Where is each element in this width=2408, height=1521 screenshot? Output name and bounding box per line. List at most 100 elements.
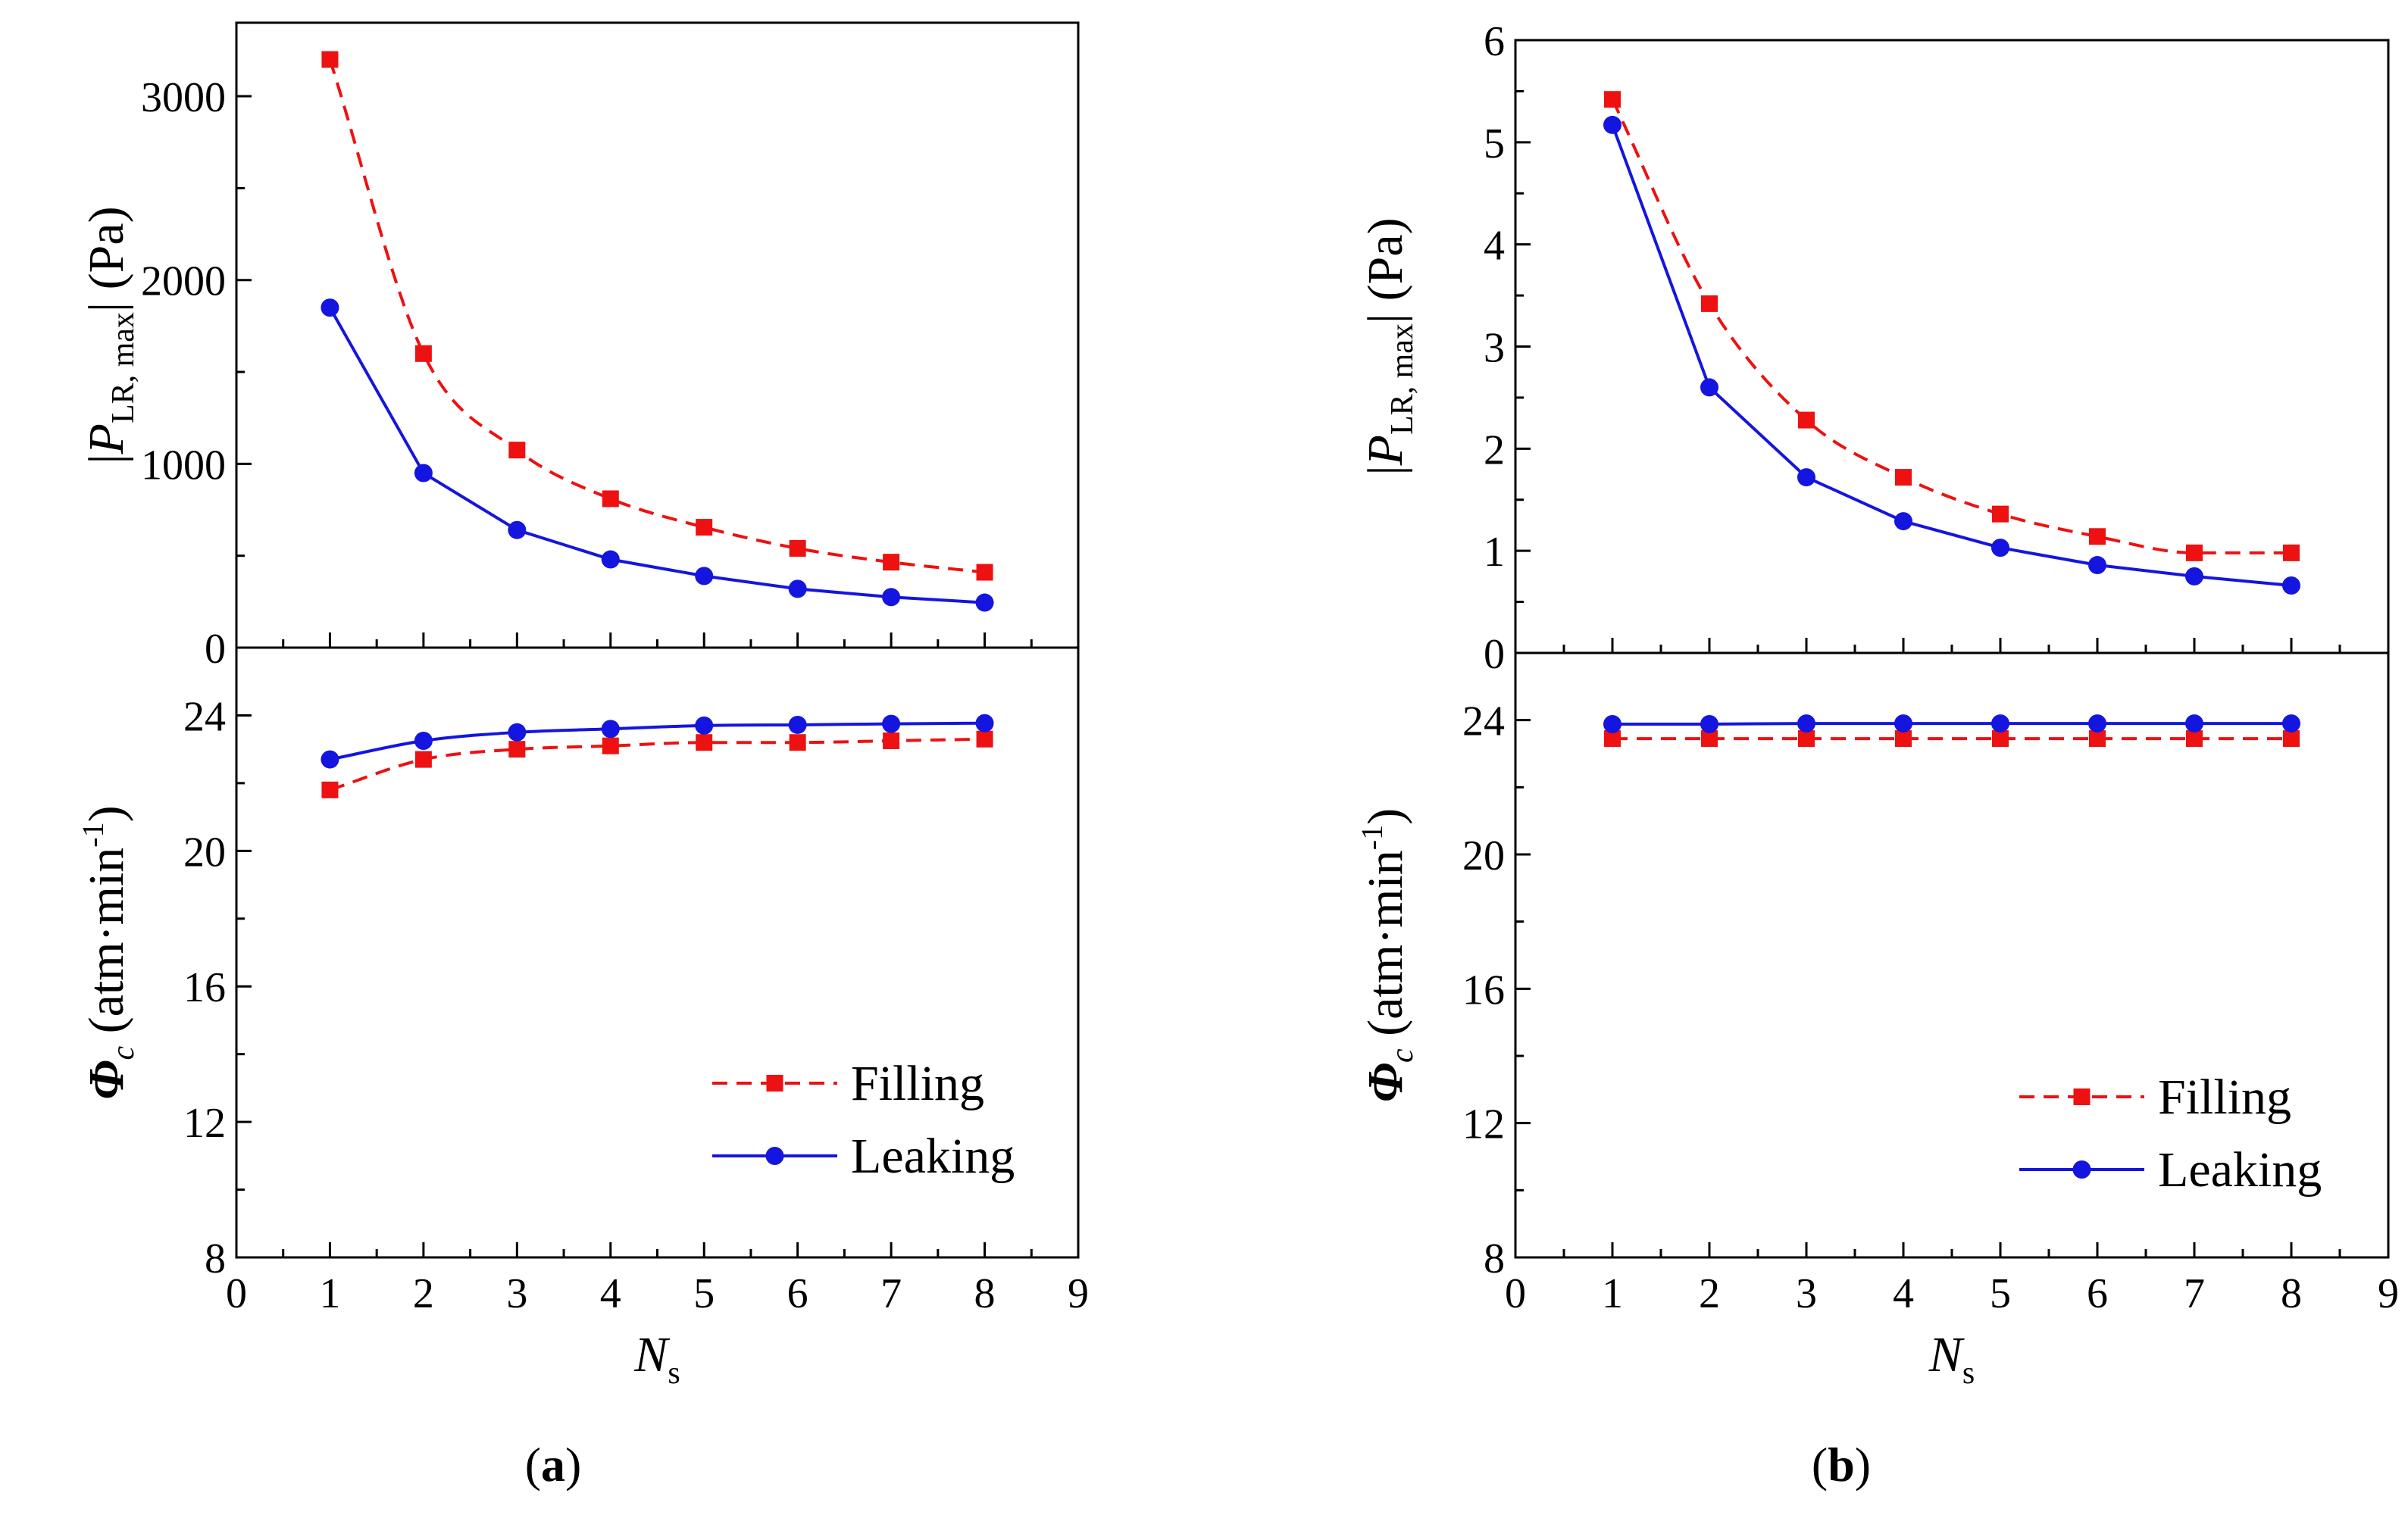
x-axis-title: Ns [633, 1327, 680, 1391]
point-filling [508, 741, 526, 758]
y-title-subscript: LR, max [106, 312, 141, 423]
subplot-top: 0 1000 2000 3000 |PLR, max| (Pa) [79, 21, 1080, 673]
point-filling [696, 519, 713, 536]
y-axis-title: Φc (atm·min-1) [76, 805, 141, 1099]
point-filling [2283, 544, 2300, 561]
panel-caption: (b) [1812, 1438, 1871, 1491]
y-tick-label: 12 [183, 1100, 226, 1147]
point-leaking [1991, 714, 2009, 733]
legend-marker-leaking [765, 1147, 784, 1165]
x-title-subscript: s [668, 1356, 680, 1391]
point-leaking [788, 579, 807, 598]
y-tick-label: 16 [183, 964, 226, 1011]
legend: Filling Leaking [2019, 1070, 2322, 1198]
y-tick-label: 12 [1462, 1101, 1505, 1148]
legend-label-filling: Filling [2158, 1070, 2291, 1125]
y-title-close: ) [79, 805, 134, 822]
y-title-subscript: LR, max [1385, 323, 1420, 435]
point-leaking [1894, 512, 1912, 531]
point-leaking [321, 750, 339, 769]
y-tick-label: 4 [1484, 223, 1505, 270]
x-tick-label: 7 [2184, 1270, 2205, 1317]
y-tick-label: 24 [183, 693, 226, 740]
y-tick-label: 8 [205, 1235, 226, 1282]
y-tick-label: 16 [1462, 967, 1505, 1013]
point-leaking [1797, 468, 1815, 487]
axes-frame [235, 21, 1080, 649]
point-filling [602, 490, 619, 508]
plot-area [321, 51, 994, 612]
x-tick-label: 9 [1068, 1270, 1089, 1317]
y-tick-label: 3 [1484, 325, 1505, 372]
point-leaking [1797, 714, 1815, 733]
point-leaking [414, 464, 433, 483]
caption-letter: b [1828, 1438, 1855, 1491]
point-leaking [882, 714, 901, 733]
x-tick-label: 5 [693, 1270, 715, 1317]
point-filling [1701, 730, 1718, 748]
point-filling [883, 554, 900, 571]
caption-paren: ( [525, 1438, 541, 1491]
y-title-units: | (Pa) [1358, 217, 1413, 323]
subplot-top: 0 1 2 3 4 5 6 |PLR, max| (Pa) [1358, 18, 2390, 678]
point-leaking [1894, 714, 1912, 733]
point-leaking [2282, 714, 2300, 733]
x-tick-label: 1 [1602, 1270, 1623, 1317]
panel-caption: (a) [525, 1438, 582, 1491]
y-title-bar: | [79, 454, 134, 464]
series-line-leaking [1612, 722, 2292, 726]
point-filling [321, 781, 339, 798]
point-filling [789, 539, 806, 557]
y-tick-label: 8 [1484, 1235, 1505, 1282]
x-title-subscript: s [1962, 1356, 1975, 1391]
subplot-bottom: 8 12 16 20 24 Φc (atm·min-1) Filling Leaking [1355, 651, 2390, 1282]
caption-paren: ) [1855, 1438, 1871, 1491]
point-leaking [1700, 378, 1718, 397]
y-title-symbol: P [79, 423, 134, 454]
y-tick-label: 20 [1462, 832, 1505, 879]
subplot-bottom: 8 12 16 20 24 Φc (atm·min-1) Filling Leaking [76, 646, 1080, 1282]
y-tick-label: 0 [1484, 631, 1505, 678]
point-leaking [1603, 714, 1621, 733]
point-filling [1798, 730, 1815, 748]
plot-area [1603, 714, 2300, 748]
point-filling [1604, 730, 1621, 748]
y-axis-title: |PLR, max| (Pa) [79, 206, 141, 464]
point-leaking [1991, 539, 2009, 557]
point-filling [2283, 730, 2300, 748]
legend-label-leaking: Leaking [2158, 1142, 2322, 1198]
point-filling [1992, 730, 2009, 748]
y-tick-label: 20 [183, 829, 226, 876]
x-tick-label: 0 [226, 1270, 247, 1317]
x-axis-title: Ns [1928, 1327, 1975, 1391]
legend-label-filling: Filling [851, 1056, 984, 1111]
caption-paren: ( [1812, 1438, 1828, 1491]
x-title-symbol: N [1928, 1327, 1965, 1382]
point-filling [1992, 505, 2009, 523]
y-tick-label: 1 [1484, 529, 1505, 576]
caption-paren: ) [565, 1438, 581, 1491]
point-filling [602, 737, 619, 754]
x-tick-label: 1 [319, 1270, 340, 1317]
legend-marker-filling [766, 1075, 783, 1092]
y-title-symbol: P [1358, 435, 1413, 466]
y-title-units: | (Pa) [79, 206, 134, 312]
legend: Filling Leaking [712, 1056, 1015, 1184]
point-filling [414, 751, 432, 768]
x-tick-label: 4 [1893, 1270, 1914, 1317]
x-tick-label: 8 [974, 1270, 996, 1317]
y-tick-label: 2 [1484, 426, 1505, 473]
point-filling [976, 730, 993, 748]
y-title-units: (atm·min [1358, 850, 1413, 1048]
point-leaking [1603, 115, 1621, 134]
point-leaking [2088, 556, 2106, 575]
axes-frame [1514, 39, 2390, 654]
y-tick-label: 3000 [141, 74, 226, 121]
y-title-symbol: Φ [79, 1060, 134, 1100]
y-title-bar: | [1358, 465, 1413, 475]
point-leaking [321, 298, 339, 317]
y-tick-label: 0 [205, 626, 226, 673]
